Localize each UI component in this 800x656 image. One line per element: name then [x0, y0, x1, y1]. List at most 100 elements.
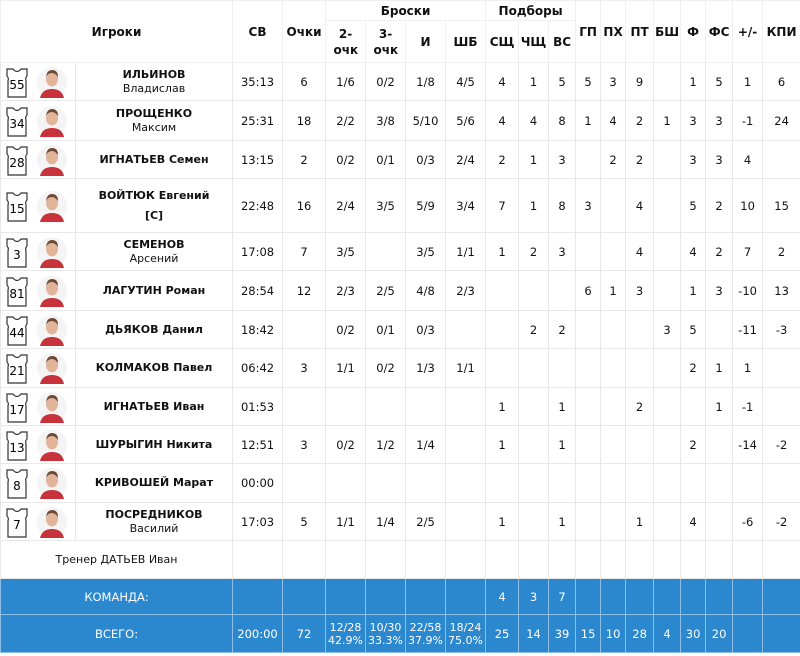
cell: 1/1: [325, 348, 367, 388]
name2: Арсений: [129, 251, 179, 265]
cell: [600, 310, 627, 349]
cell: 4/5: [445, 62, 487, 101]
cell: 39: [548, 614, 577, 653]
cell: 22/58 37.9%: [405, 614, 447, 653]
cell: 2: [625, 387, 655, 426]
cell: 3: [600, 62, 627, 101]
cell: 4: [680, 502, 707, 541]
cell: 24: [762, 100, 800, 141]
cell: [600, 425, 627, 464]
cell: 4: [485, 62, 520, 101]
player-icons: 28: [0, 140, 76, 179]
cell: 17:03: [232, 502, 284, 541]
photo-shirt: [40, 166, 64, 176]
header-cell: И: [405, 20, 447, 63]
cell-line: 22/58: [409, 620, 442, 634]
row: 2-очк 3-очк И ШБ СЩ ЧЩ ВС: [1, 20, 800, 63]
cell: 1: [653, 100, 682, 141]
cell: [625, 310, 655, 349]
photo-hair: [46, 509, 58, 517]
cell: [232, 540, 284, 579]
cell: 13:15: [232, 140, 284, 179]
cell: [282, 310, 327, 349]
photo-face: [46, 434, 58, 449]
cell: [625, 348, 655, 388]
player-icons: 17: [0, 387, 76, 426]
jersey-number: 8: [13, 479, 21, 493]
cell: [762, 614, 800, 653]
cell: 14: [518, 614, 550, 653]
header-cell: КПИ: [762, 0, 800, 63]
photo-hair: [46, 278, 58, 286]
row: 28 ИГНАТЬЕВ Семен 13:15 2 0/2 0/1 0/3 2/4 2 1 3 2 2 3…: [0, 140, 800, 179]
cell: 1/8: [405, 62, 447, 101]
cell: 1/4: [405, 425, 447, 464]
cell: [445, 425, 487, 464]
photo-shirt: [40, 258, 64, 268]
jersey-number: 15: [9, 202, 24, 216]
cell: [680, 387, 707, 426]
photo-hair: [46, 317, 58, 325]
jersey-number: 7: [13, 518, 21, 532]
cell: 2: [680, 425, 707, 464]
jersey-number: 13: [9, 441, 24, 455]
player-name: ИГНАТЬЕВ Семен: [74, 140, 234, 179]
photo-shirt: [40, 451, 64, 461]
cell: 5: [680, 310, 707, 349]
cell: 4: [680, 232, 707, 271]
cell: [325, 463, 367, 503]
cell: 6: [575, 270, 602, 311]
jersey-icon: [6, 191, 28, 222]
cell: 06:42: [232, 348, 284, 388]
cell: [518, 463, 550, 503]
team-label: КОМАНДА:: [0, 578, 234, 615]
cell: 4: [625, 178, 655, 233]
photo-hair: [46, 147, 58, 155]
cell: 1: [680, 270, 707, 311]
cell: 28:54: [232, 270, 284, 311]
cell: 28: [625, 614, 655, 653]
cell: 1/2: [365, 425, 407, 464]
cell: 15: [575, 614, 602, 653]
cell: 3: [625, 270, 655, 311]
cell: -2: [762, 425, 800, 464]
row: КОМАНДА: 4 3 7: [0, 578, 800, 615]
jersey-icon: [6, 106, 28, 137]
cell: [485, 270, 520, 311]
name: ДЬЯКОВ Данил: [105, 322, 203, 336]
cell: [365, 232, 407, 271]
cell: [653, 62, 682, 101]
cell: [518, 348, 550, 388]
jersey-number: 28: [9, 156, 24, 170]
cell: 6: [762, 62, 800, 101]
jersey-number: 44: [9, 326, 24, 340]
photo-shirt: [40, 375, 64, 384]
cell: [762, 540, 800, 579]
header-cell: ПХ: [600, 0, 627, 63]
cell: 0/2: [325, 140, 367, 179]
cell: [653, 178, 682, 233]
header-cell: +/-: [732, 0, 764, 63]
header-cell: ГП: [575, 0, 602, 63]
cell: 2: [282, 140, 327, 179]
cell: 3: [680, 140, 707, 179]
cell: [548, 540, 577, 579]
cell: [445, 310, 487, 349]
header-cell: Игроки: [0, 0, 234, 63]
cell: 2: [762, 232, 800, 271]
cell: [518, 270, 550, 311]
cell: [732, 578, 764, 615]
cell: 1: [732, 62, 764, 101]
cell: 2: [680, 348, 707, 388]
cell: 35:13: [232, 62, 284, 101]
cell: 3: [705, 140, 734, 179]
cell: [680, 578, 707, 615]
photo-shirt: [40, 127, 64, 137]
cell: [653, 348, 682, 388]
player-icons: 44: [0, 310, 76, 349]
cell: 12: [282, 270, 327, 311]
cell: 2/5: [365, 270, 407, 311]
name: ВОЙТЮК Евгений: [98, 188, 210, 202]
